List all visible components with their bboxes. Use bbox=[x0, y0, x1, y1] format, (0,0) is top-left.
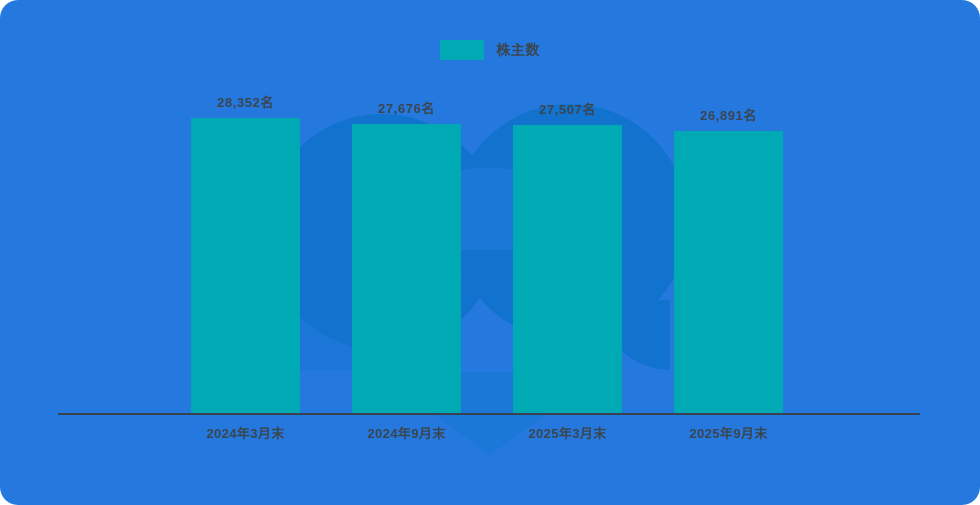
x-axis-label-1: 2024年9月末 bbox=[367, 426, 446, 441]
x-axis-label-3: 2025年9月末 bbox=[689, 426, 768, 441]
plot-area: 28,352名 27,676名 27,507名 26,891名 bbox=[58, 60, 920, 415]
bar-rect-2[interactable] bbox=[513, 125, 622, 415]
x-axis-category-labels: 2024年3月末 2024年9月末 2025年3月末 2025年9月末 bbox=[58, 424, 920, 450]
bar-value-label-3: 26,891名 bbox=[700, 108, 757, 123]
x-axis-baseline bbox=[58, 413, 920, 415]
bar-rect-1[interactable] bbox=[352, 124, 461, 415]
bar-value-label-1: 27,676名 bbox=[378, 101, 435, 116]
bar-slot-2: 27,507名 bbox=[513, 60, 622, 415]
legend-label-shareholders: 株主数 bbox=[496, 42, 540, 58]
bar-value-label-0: 28,352名 bbox=[217, 95, 274, 110]
bar-rect-0[interactable] bbox=[191, 118, 300, 415]
bar-value-label-2: 27,507名 bbox=[539, 102, 596, 117]
legend-swatch-shareholders bbox=[440, 40, 485, 60]
bar-slot-0: 28,352名 bbox=[191, 60, 300, 415]
bar-slot-3: 26,891名 bbox=[674, 60, 783, 415]
bar-slot-1: 27,676名 bbox=[352, 60, 461, 415]
bar-rect-3[interactable] bbox=[674, 131, 783, 415]
x-axis-label-0: 2024年3月末 bbox=[206, 426, 285, 441]
chart-legend: 株主数 bbox=[0, 40, 980, 60]
x-axis-label-2: 2025年3月末 bbox=[528, 426, 607, 441]
